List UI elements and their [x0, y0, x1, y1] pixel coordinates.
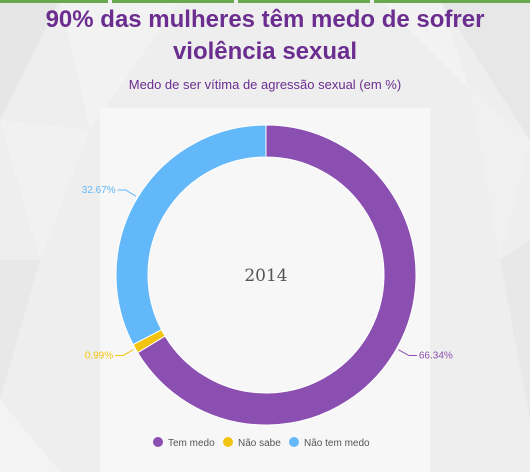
top-bar — [374, 0, 530, 3]
chart-subtitle: Medo de ser vítima de agressão sexual (e… — [128, 77, 402, 92]
top-bar — [112, 0, 234, 3]
data-label: 66.34% — [419, 351, 453, 362]
data-label: 32.67% — [82, 185, 116, 196]
legend-marker[interactable] — [153, 437, 163, 447]
legend-item-label[interactable]: Não tem medo — [304, 438, 370, 449]
top-accent-bars — [0, 0, 530, 4]
data-label: 0.99% — [85, 350, 113, 361]
legend-item-label[interactable]: Não sabe — [238, 438, 281, 449]
top-bar — [238, 0, 370, 3]
title-line-2: violência sexual — [172, 38, 358, 65]
legend-item-label[interactable]: Tem medo — [168, 438, 215, 449]
legend-marker[interactable] — [289, 437, 299, 447]
top-bar — [0, 0, 108, 3]
leader-line — [117, 189, 137, 197]
legend-marker[interactable] — [223, 437, 233, 447]
page-title: 90% das mulheres têm medo de sofrer viol… — [0, 4, 530, 68]
title-line-1: 90% das mulheres têm medo de sofrer — [45, 6, 485, 33]
slice-tem-medo[interactable] — [136, 124, 417, 426]
center-year-label: 2014 — [244, 266, 287, 286]
leader-line — [398, 349, 417, 357]
leader-line — [115, 349, 134, 356]
slice-n-o-tem-medo[interactable] — [115, 124, 267, 346]
